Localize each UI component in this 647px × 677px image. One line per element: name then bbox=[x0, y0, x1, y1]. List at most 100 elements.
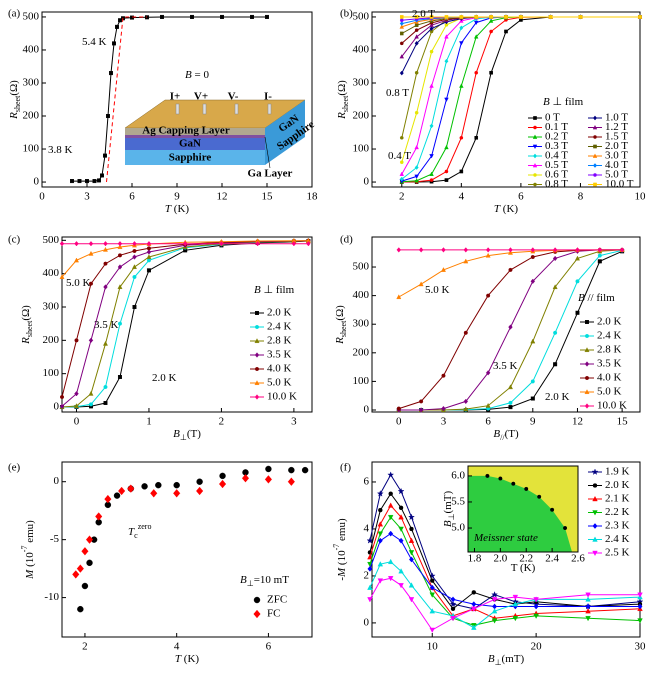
y-axis-label-part: sheet bbox=[25, 320, 34, 337]
y-tick-label: 4 bbox=[364, 522, 370, 534]
marker bbox=[414, 70, 419, 75]
marker bbox=[146, 268, 151, 273]
marker bbox=[92, 179, 97, 184]
marker bbox=[141, 483, 148, 490]
legend-marker bbox=[585, 320, 590, 325]
marker bbox=[399, 31, 404, 36]
x-tick-label: 0 bbox=[74, 416, 80, 428]
marker bbox=[398, 505, 404, 511]
legend-label: 2.0 K bbox=[597, 316, 622, 328]
marker bbox=[524, 486, 529, 491]
marker bbox=[76, 564, 84, 573]
x-axis-label-part: T bbox=[165, 203, 172, 215]
legend-marker bbox=[592, 510, 598, 516]
y-tick-label: 500 bbox=[43, 234, 60, 246]
annotation: B⊥=10 mT bbox=[240, 574, 289, 589]
marker bbox=[637, 618, 643, 624]
marker bbox=[146, 241, 152, 247]
annotation-part: B bbox=[185, 69, 192, 81]
marker bbox=[450, 606, 456, 612]
y-tick-label: 500 bbox=[353, 10, 370, 22]
y-tick-label: 0 bbox=[34, 176, 40, 188]
marker bbox=[287, 477, 295, 486]
marker bbox=[81, 547, 89, 556]
x-tick-label: 3 bbox=[291, 416, 297, 428]
y-tick-label: 300 bbox=[353, 77, 370, 89]
marker bbox=[488, 18, 494, 23]
marker bbox=[463, 258, 469, 264]
y-tick-label: 400 bbox=[353, 289, 370, 301]
legend-marker bbox=[592, 153, 598, 158]
marker bbox=[489, 29, 493, 34]
marker bbox=[102, 340, 108, 346]
y-tick-label: 2 bbox=[364, 569, 370, 581]
marker bbox=[408, 597, 415, 603]
x-tick-label: 9 bbox=[530, 416, 536, 428]
y-tick-label: 300 bbox=[43, 301, 60, 313]
marker bbox=[117, 244, 123, 250]
y-axis-label-part: sheet bbox=[339, 320, 348, 337]
marker bbox=[511, 481, 516, 486]
marker bbox=[127, 484, 135, 493]
marker bbox=[429, 608, 435, 614]
annotation-part: ⊥ film bbox=[550, 96, 584, 108]
legend-label: 2.4 K bbox=[267, 321, 292, 333]
meissner-region bbox=[468, 475, 572, 552]
marker bbox=[387, 558, 394, 565]
marker bbox=[173, 489, 181, 498]
annotation: 3.8 K bbox=[48, 144, 73, 156]
series-line bbox=[401, 16, 640, 57]
marker bbox=[399, 21, 404, 26]
device-inset bbox=[124, 99, 306, 165]
marker bbox=[552, 284, 558, 290]
marker bbox=[155, 481, 162, 489]
legend-label: 10.0 K bbox=[597, 400, 627, 412]
annotation: 2.0 K bbox=[152, 372, 177, 384]
marker bbox=[399, 41, 404, 46]
legend-label: 4.0 T bbox=[605, 159, 628, 171]
plot-frame bbox=[61, 461, 313, 638]
marker bbox=[418, 247, 424, 253]
legend-marker bbox=[254, 311, 259, 316]
marker bbox=[159, 14, 164, 19]
marker bbox=[471, 601, 477, 608]
marker bbox=[103, 385, 108, 390]
marker bbox=[489, 15, 493, 19]
marker bbox=[399, 176, 404, 182]
x-axis-label-part: B bbox=[173, 428, 180, 440]
marker bbox=[552, 247, 558, 253]
marker bbox=[132, 241, 137, 247]
marker bbox=[597, 247, 603, 253]
marker bbox=[414, 110, 419, 115]
marker bbox=[59, 403, 65, 409]
marker bbox=[72, 570, 80, 579]
legend-marker bbox=[254, 367, 259, 372]
annotation-part: B bbox=[240, 574, 247, 586]
legend-marker bbox=[254, 338, 260, 343]
x-axis-label-part: B bbox=[493, 428, 500, 440]
y-tick-label: 6 bbox=[364, 475, 370, 487]
y-tick-label: 6.0 bbox=[451, 469, 465, 481]
marker bbox=[241, 474, 250, 483]
marker bbox=[196, 486, 204, 496]
marker bbox=[530, 278, 536, 284]
marker bbox=[88, 337, 94, 343]
marker bbox=[585, 592, 591, 598]
marker bbox=[81, 582, 89, 590]
annotation: B ⊥ film bbox=[543, 96, 584, 108]
annotation-part: B bbox=[543, 96, 550, 108]
marker bbox=[399, 54, 405, 59]
x-tick-label: 6 bbox=[266, 641, 272, 653]
marker bbox=[399, 160, 404, 165]
x-tick-label: 2 bbox=[399, 191, 405, 203]
legend-label: 2.0 K bbox=[605, 479, 630, 491]
marker bbox=[103, 261, 108, 266]
y-axis-label-part: B bbox=[442, 520, 454, 527]
marker bbox=[117, 241, 123, 247]
legend-label: 1.5 T bbox=[605, 131, 628, 143]
marker bbox=[512, 616, 519, 622]
y-tick-label: 300 bbox=[23, 77, 40, 89]
y-tick-label: 0 bbox=[54, 475, 60, 487]
marker bbox=[367, 565, 373, 572]
marker bbox=[399, 24, 405, 29]
